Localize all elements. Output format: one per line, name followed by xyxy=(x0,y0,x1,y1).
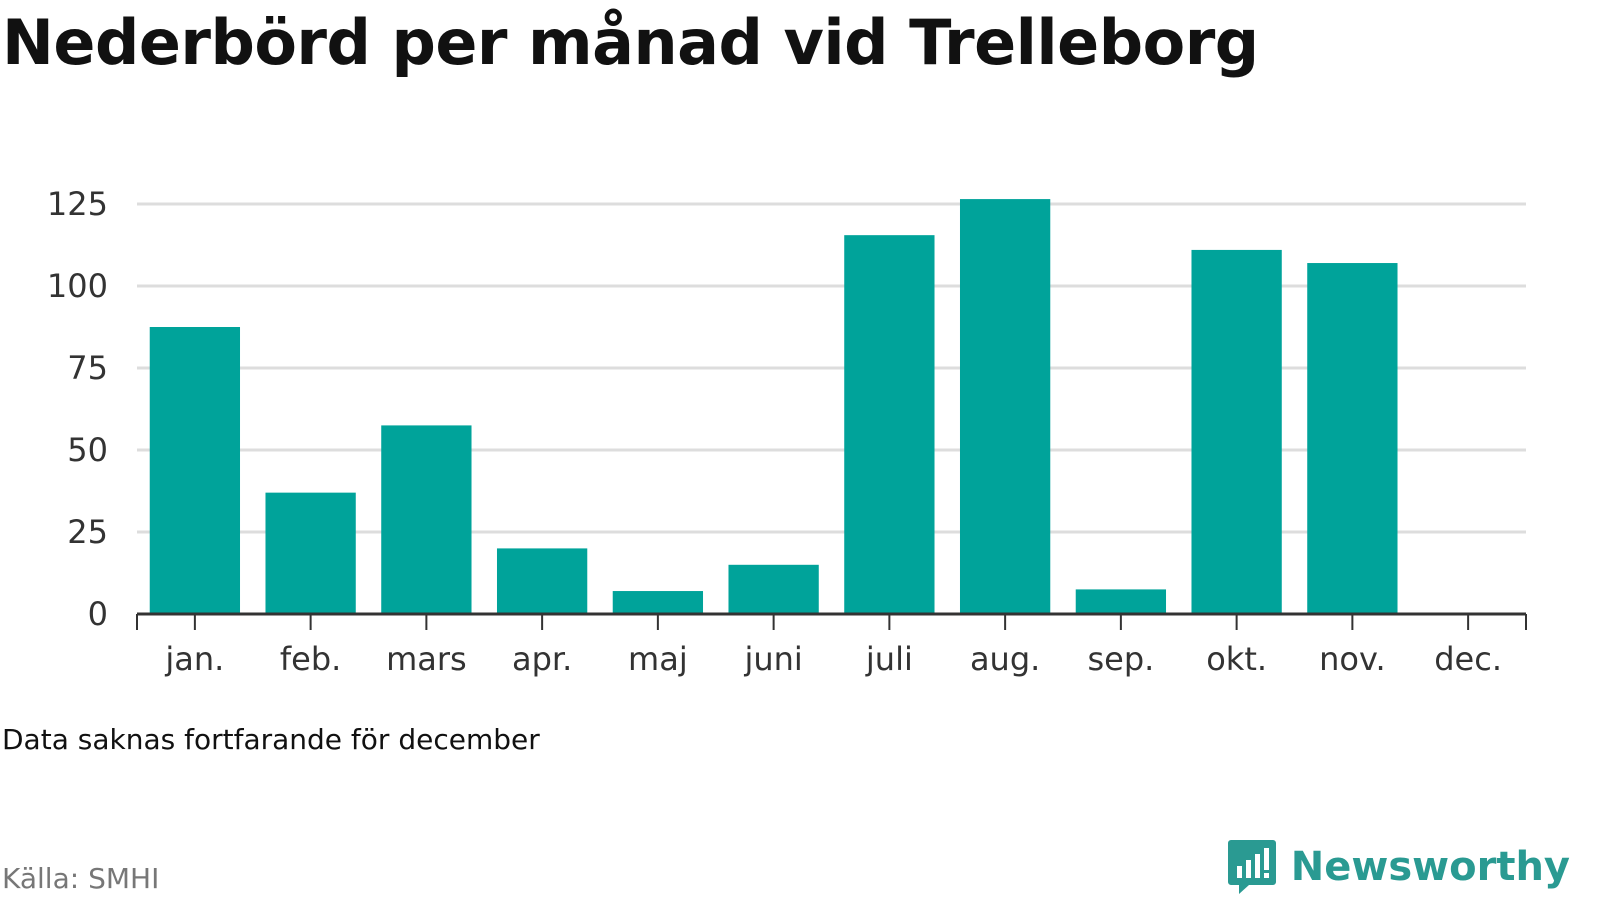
x-tick-label: okt. xyxy=(1206,640,1267,678)
brand-name: Newsworthy xyxy=(1290,844,1570,890)
source-label: Källa: SMHI xyxy=(2,862,160,895)
bar xyxy=(1307,263,1398,614)
chart-note: Data saknas fortfarande för december xyxy=(2,723,540,756)
x-tick-label: maj xyxy=(628,640,688,678)
x-tick-label: sep. xyxy=(1087,640,1154,678)
brand-logo-lockup[interactable]: Newsworthy xyxy=(1227,838,1570,896)
chart-title: Nederbörd per månad vid Trelleborg xyxy=(2,6,1259,79)
y-tick-label: 25 xyxy=(67,513,108,551)
x-tick-label: aug. xyxy=(970,640,1040,678)
y-tick-label: 125 xyxy=(47,185,108,223)
bar xyxy=(496,548,588,614)
bar xyxy=(1075,589,1167,614)
bar xyxy=(959,199,1051,614)
x-tick-label: apr. xyxy=(512,640,572,678)
x-tick-label: juli xyxy=(865,640,913,678)
x-tick-label: dec. xyxy=(1434,640,1502,678)
bar xyxy=(844,235,935,614)
newsworthy-logo-icon xyxy=(1227,840,1276,894)
y-tick-label: 0 xyxy=(88,595,108,633)
bar xyxy=(728,564,819,614)
x-tick-label: juni xyxy=(743,640,802,678)
bar xyxy=(265,492,356,614)
x-tick-label: jan. xyxy=(164,640,224,678)
bar xyxy=(1191,249,1282,615)
x-tick-label: mars xyxy=(386,640,467,678)
bar xyxy=(612,591,704,614)
x-tick-label: nov. xyxy=(1319,640,1385,678)
bar xyxy=(381,425,472,614)
bar xyxy=(149,327,241,614)
bar-chart: 0 25 50 75 100 125 jan. feb. mars apr. maj juni juli… xyxy=(47,185,1527,678)
x-tick-label: feb. xyxy=(280,640,341,678)
y-tick-label: 100 xyxy=(47,267,108,305)
y-tick-label: 75 xyxy=(67,349,108,387)
y-tick-label: 50 xyxy=(67,431,108,469)
